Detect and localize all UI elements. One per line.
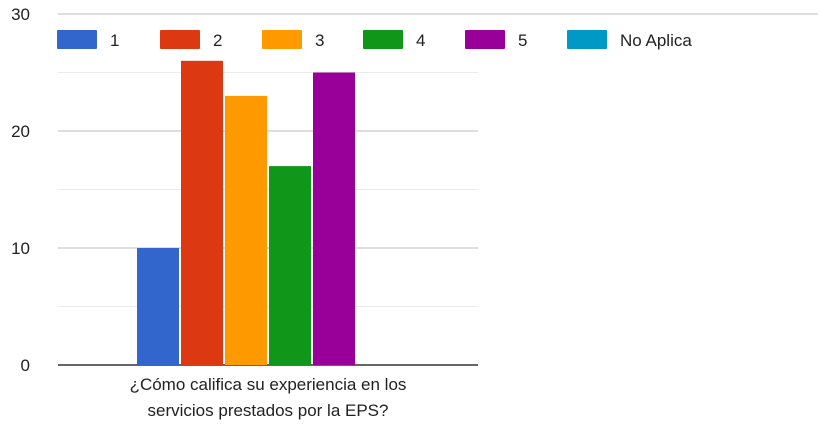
bar-series-2[interactable]: [181, 60, 223, 366]
legend-swatch-4: [363, 30, 403, 49]
legend-swatch-3: [262, 30, 302, 49]
legend-swatch-no-aplica: [567, 30, 607, 49]
legend-label-no-aplica: No Aplica: [620, 31, 692, 50]
y-tick-label: 20: [11, 122, 30, 141]
y-tick-label: 10: [11, 239, 30, 258]
y-tick-label: 0: [21, 356, 30, 375]
x-category-label: servicios prestados por la EPS?: [148, 401, 389, 420]
axes: 0 10 20 30: [11, 5, 478, 375]
legend-swatch-1: [57, 30, 97, 49]
bar-series-3[interactable]: [225, 95, 267, 366]
bar-series-5[interactable]: [313, 72, 355, 366]
legend-label-5: 5: [518, 31, 527, 50]
bars: [137, 60, 355, 366]
legend-label-3: 3: [315, 31, 324, 50]
legend-label-2: 2: [213, 31, 222, 50]
legend-label-1: 1: [110, 31, 119, 50]
category-label: ¿Cómo califica su experiencia en los serv…: [130, 375, 407, 420]
x-category-label: ¿Cómo califica su experiencia en los: [130, 375, 407, 394]
gridlines: [58, 13, 818, 307]
legend-label-4: 4: [416, 31, 425, 50]
bar-series-4[interactable]: [269, 166, 311, 365]
legend: 1 2 3 4 5 No Aplica: [57, 30, 692, 50]
bar-series-1[interactable]: [137, 248, 179, 365]
legend-swatch-2: [160, 30, 200, 49]
y-tick-label: 30: [11, 5, 30, 24]
legend-swatch-5: [465, 30, 505, 49]
